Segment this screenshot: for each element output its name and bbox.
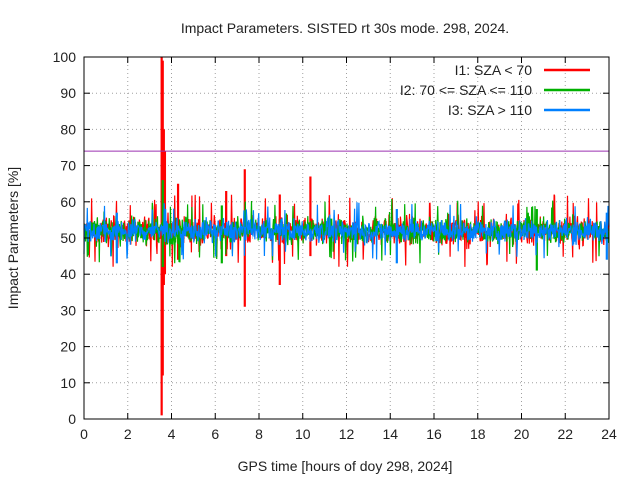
x-tick-label: 14: [382, 426, 398, 442]
x-tick-label: 4: [168, 426, 176, 442]
x-tick-label: 22: [557, 426, 573, 442]
y-tick-label: 70: [60, 158, 76, 174]
x-tick-label: 8: [255, 426, 263, 442]
y-tick-label: 10: [60, 375, 76, 391]
legend-label: I3: SZA > 110: [448, 102, 532, 118]
y-tick-label: 30: [60, 302, 76, 318]
x-tick-label: 10: [295, 426, 311, 442]
chart-title: Impact Parameters. SISTED rt 30s mode. 2…: [181, 20, 509, 36]
x-tick-label: 6: [211, 426, 219, 442]
x-axis-label: GPS time [hours of doy 298, 2024]: [238, 458, 453, 474]
x-tick-label: 20: [514, 426, 530, 442]
x-tick-label: 2: [124, 426, 132, 442]
legend-label: I2: 70 <= SZA <= 110: [400, 82, 532, 98]
series-3: [83, 202, 610, 264]
y-tick-label: 100: [53, 49, 77, 65]
y-tick-label: 40: [60, 266, 76, 282]
x-tick-label: 16: [426, 426, 442, 442]
y-tick-label: 50: [60, 230, 76, 246]
legend-label: I1: SZA < 70: [455, 62, 533, 78]
legend: I1: SZA < 70 I2: 70 <= SZA <= 110 I3: SZA …: [400, 62, 590, 118]
y-tick-label: 0: [68, 411, 76, 427]
series-line: [83, 202, 610, 260]
y-tick-label: 90: [60, 85, 76, 101]
y-tick-label: 60: [60, 194, 76, 210]
y-tick-label: 20: [60, 339, 76, 355]
x-tick-label: 24: [601, 426, 617, 442]
axis-ticks: 0 2 4 6 8 10 12 14 16 18 20 22 240102030405060708090…: [53, 49, 617, 442]
x-tick-label: 12: [339, 426, 355, 442]
x-tick-label: 18: [470, 426, 486, 442]
y-axis-label: Impact Parameters [%]: [5, 167, 21, 309]
y-tick-label: 80: [60, 121, 76, 137]
plot-area: [83, 57, 610, 416]
x-tick-label: 0: [80, 426, 88, 442]
